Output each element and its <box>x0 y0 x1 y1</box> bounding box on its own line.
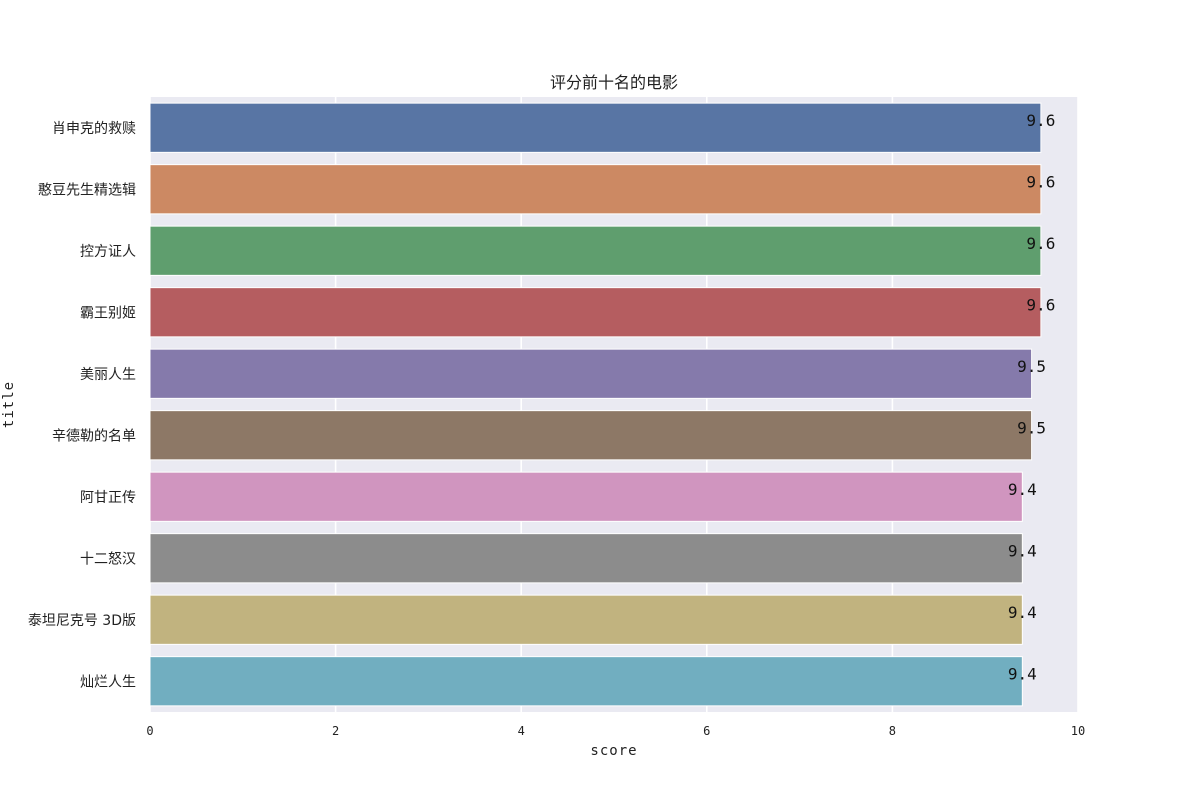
data-label: 9.4 <box>1008 541 1037 560</box>
bar <box>149 164 1042 215</box>
y-tick-label: 肖申克的救赎 <box>52 120 136 137</box>
y-tick-label: 憨豆先生精选辑 <box>38 182 136 198</box>
data-label: 9.6 <box>1026 111 1055 130</box>
y-tick-label: 辛德勒的名单 <box>52 428 136 444</box>
y-tick-label: 霸王别姬 <box>80 305 136 321</box>
y-tick-label: 美丽人生 <box>80 367 136 383</box>
data-labels: 9.6 9.6 9.6 9.6 9.5 9.5 9.4 9.4 9.4 9.4 <box>1008 111 1055 684</box>
bar <box>149 594 1023 645</box>
data-label: 9.4 <box>1008 664 1037 683</box>
bar <box>149 287 1042 338</box>
data-label: 9.6 <box>1026 172 1055 191</box>
data-label: 9.5 <box>1017 418 1046 437</box>
x-tick-labels: 0 2 4 6 8 10 <box>146 724 1085 738</box>
bar <box>149 102 1042 153</box>
x-tick-label: 2 <box>332 724 339 738</box>
bar <box>149 656 1023 707</box>
data-label: 9.4 <box>1008 603 1037 622</box>
y-tick-label: 控方证人 <box>80 244 136 260</box>
bar <box>149 348 1033 399</box>
bar <box>149 533 1023 584</box>
x-axis-label: score <box>590 743 637 759</box>
data-label: 9.6 <box>1026 234 1055 253</box>
x-tick-label: 8 <box>889 724 896 738</box>
y-tick-label: 十二怒汉 <box>80 551 136 567</box>
y-axis-label: title <box>1 381 17 428</box>
data-label: 9.4 <box>1008 480 1037 499</box>
bar <box>149 410 1033 461</box>
y-tick-label: 灿烂人生 <box>80 674 136 690</box>
x-tick-label: 6 <box>703 724 710 738</box>
bar <box>149 225 1042 276</box>
x-tick-label: 10 <box>1071 724 1085 738</box>
data-label: 9.5 <box>1017 357 1046 376</box>
y-tick-label: 泰坦尼克号 3D版 <box>28 613 136 629</box>
bar <box>149 471 1023 522</box>
x-tick-label: 0 <box>146 724 153 738</box>
y-tick-labels: 肖申克的救赎憨豆先生精选辑控方证人霸王别姬美丽人生辛德勒的名单阿甘正传十二怒汉泰… <box>28 120 136 691</box>
y-tick-label: 阿甘正传 <box>80 490 136 506</box>
chart-title: 评分前十名的电影 <box>550 73 678 92</box>
data-label: 9.6 <box>1026 295 1055 314</box>
x-tick-label: 4 <box>518 724 525 738</box>
bars <box>149 102 1042 707</box>
